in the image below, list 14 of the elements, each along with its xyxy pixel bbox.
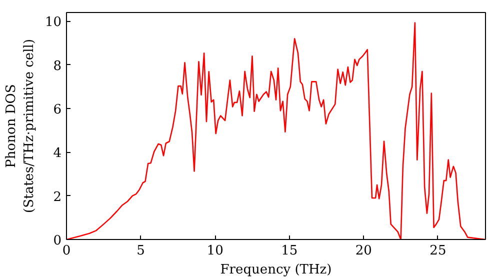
y-tick-label: 0 bbox=[53, 234, 62, 248]
x-tick-label: 10 bbox=[206, 244, 224, 258]
x-tick-label: 5 bbox=[136, 244, 145, 258]
x-tick-label: 20 bbox=[355, 244, 372, 258]
y-axis-title: Phonon DOS (States/THz·primitive cell) bbox=[4, 38, 37, 213]
y-tick-label: 8 bbox=[53, 58, 62, 74]
x-tick-label: 15 bbox=[281, 244, 298, 258]
y-tick-label: 10 bbox=[44, 15, 62, 30]
x-tick-label: 25 bbox=[430, 244, 446, 258]
x-axis-title: Frequency (THz) bbox=[220, 262, 332, 278]
y-tick-label: 4 bbox=[53, 146, 62, 162]
y-tick-label: 6 bbox=[53, 102, 62, 118]
y-tick-label: 2 bbox=[53, 190, 62, 205]
line-series bbox=[66, 22, 486, 240]
